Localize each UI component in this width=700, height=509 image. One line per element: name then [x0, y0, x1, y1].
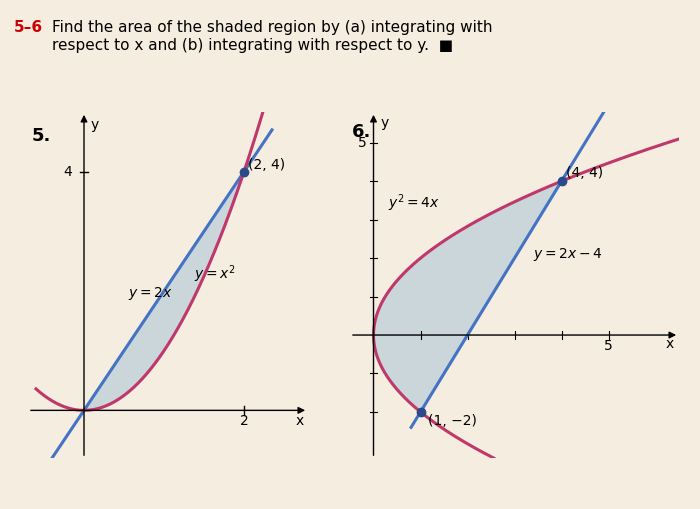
Text: 4: 4	[63, 164, 72, 179]
Text: 5: 5	[358, 136, 367, 150]
Text: x: x	[666, 337, 674, 352]
Text: $y = 2x - 4$: $y = 2x - 4$	[533, 246, 603, 263]
Text: y: y	[381, 116, 388, 130]
Text: 2: 2	[239, 414, 248, 428]
Text: 5–6: 5–6	[14, 20, 43, 35]
Text: (1, −2): (1, −2)	[428, 414, 477, 429]
Text: x: x	[295, 414, 304, 428]
Text: y: y	[90, 118, 99, 132]
Text: 5.: 5.	[32, 127, 51, 145]
Text: $y = x^2$: $y = x^2$	[195, 264, 236, 285]
Text: $y^2 = 4x$: $y^2 = 4x$	[388, 192, 440, 214]
Text: Find the area of the shaded region by (a) integrating with
respect to x and (b) : Find the area of the shaded region by (a…	[52, 20, 493, 53]
Text: 5: 5	[604, 340, 613, 353]
Text: (2, 4): (2, 4)	[248, 158, 285, 172]
Text: (4, 4): (4, 4)	[566, 166, 603, 180]
Text: $y = 2x$: $y = 2x$	[128, 285, 173, 302]
Text: 6.: 6.	[352, 123, 372, 141]
